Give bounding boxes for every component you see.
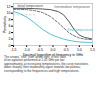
svg-text:Permittivity: Permittivity (3, 16, 7, 33)
svg-text:Intermediate temperature: Intermediate temperature (54, 5, 90, 9)
svg-text:-0.5: -0.5 (37, 48, 43, 52)
svg-text:4: 4 (9, 31, 11, 35)
svg-text:1.5: 1.5 (90, 48, 95, 52)
svg-text:0.5: 0.5 (64, 48, 69, 52)
svg-text:Initial temperature: Initial temperature (17, 4, 43, 8)
svg-text:Final temperature: Final temperature (67, 28, 92, 32)
svg-text:-1.0: -1.0 (24, 48, 30, 52)
svg-text:8: 8 (9, 18, 11, 22)
svg-text:12: 12 (7, 5, 11, 9)
svg-text:2: 2 (9, 37, 11, 41)
svg-text:1.0: 1.0 (77, 48, 82, 52)
svg-text:-1.5: -1.5 (10, 48, 16, 52)
svg-text:0.0: 0.0 (51, 48, 56, 52)
svg-text:10: 10 (7, 11, 11, 15)
svg-text:6: 6 (9, 24, 11, 28)
